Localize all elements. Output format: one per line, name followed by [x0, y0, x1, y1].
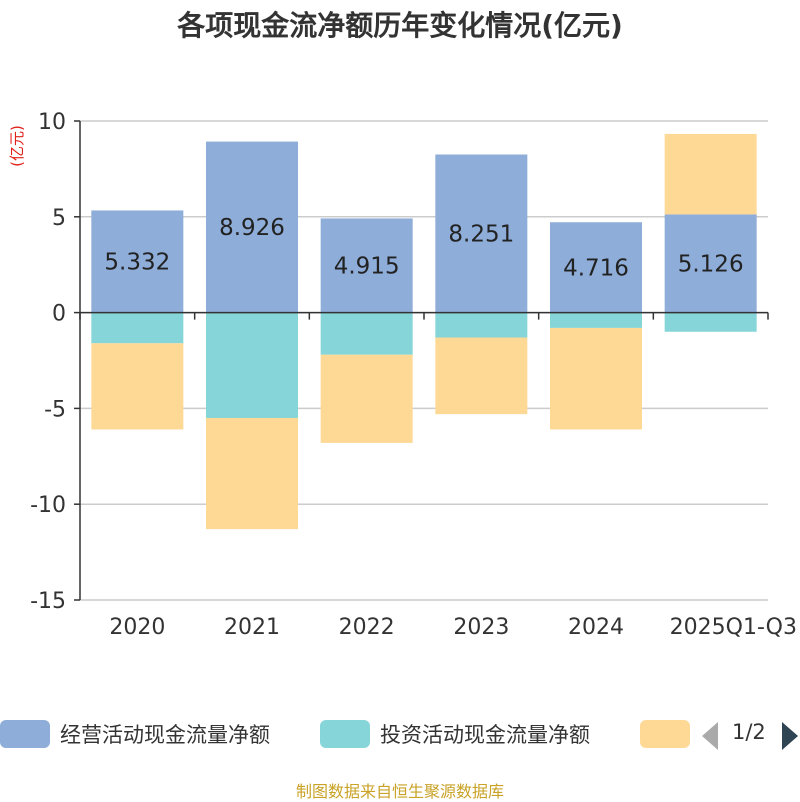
legend: 经营活动现金流量净额 投资活动现金流量净额 1/2	[0, 716, 800, 756]
bar-investing[interactable]	[664, 312, 757, 332]
bar-investing[interactable]	[435, 312, 528, 338]
legend-page-indicator: 1/2	[732, 720, 766, 744]
bar-investing[interactable]	[91, 312, 184, 344]
x-tick-label: 2020	[109, 615, 165, 640]
bar-operating[interactable]	[435, 154, 528, 313]
data-source-note: 制图数据来自恒生聚源数据库	[295, 782, 504, 801]
legend-item-financing[interactable]	[640, 716, 700, 752]
y-tick-label: -5	[44, 397, 66, 422]
bar-financing[interactable]	[435, 337, 528, 415]
x-tick-label: 2024	[568, 615, 624, 640]
bar-value-label: 8.251	[448, 222, 514, 248]
bar-investing[interactable]	[320, 312, 413, 355]
bar-investing[interactable]	[550, 312, 642, 328]
legend-label-investing: 投资活动现金流量净额	[380, 723, 590, 747]
y-axis-label: (亿元)	[8, 125, 26, 167]
x-tick-label: 2021	[224, 615, 280, 640]
legend-label-operating: 经营活动现金流量净额	[60, 723, 270, 747]
bar-financing[interactable]	[206, 417, 298, 530]
axes: 10 5 0 -5 -10 -15 2020 2021 2022 2023 2024 2025Q1-Q…	[30, 110, 797, 640]
legend-pager: 1/2	[702, 718, 800, 754]
legend-swatch-operating	[0, 720, 50, 748]
legend-swatch-financing	[640, 720, 690, 748]
bar-investing[interactable]	[206, 312, 298, 418]
bar-operating[interactable]	[91, 210, 184, 313]
bar-value-label: 5.126	[678, 251, 744, 277]
legend-next-icon[interactable]	[782, 722, 798, 750]
y-tick-label: 0	[52, 302, 66, 327]
bar-financing[interactable]	[664, 133, 757, 215]
data-labels: 5.332 8.926 4.915 8.251 4.716 5.126	[104, 215, 743, 281]
bar-financing[interactable]	[91, 343, 184, 430]
legend-item-investing[interactable]: 投资活动现金流量净额	[320, 716, 590, 752]
bar-value-label: 4.716	[563, 255, 629, 281]
chart-title: 各项现金流净额历年变化情况(亿元)	[177, 9, 623, 42]
bar-operating[interactable]	[320, 218, 413, 313]
y-tick-label: 10	[38, 110, 66, 135]
bar-value-label: 4.915	[334, 254, 400, 280]
bar-financing[interactable]	[320, 354, 413, 443]
legend-prev-icon[interactable]	[702, 722, 718, 750]
legend-swatch-investing	[320, 720, 370, 748]
bar-financing[interactable]	[550, 327, 642, 430]
x-tick-label: 2025Q1-Q3	[670, 615, 797, 640]
y-tick-label: -15	[30, 589, 66, 614]
x-tick-label: 2023	[453, 615, 509, 640]
bar-operating[interactable]	[206, 141, 298, 313]
legend-item-operating[interactable]: 经营活动现金流量净额	[0, 716, 270, 752]
y-tick-label: -10	[30, 493, 66, 518]
bar-value-label: 5.332	[104, 250, 170, 276]
bar-value-label: 8.926	[219, 215, 285, 241]
bars	[91, 133, 757, 530]
bar-operating[interactable]	[664, 214, 757, 313]
bar-operating[interactable]	[550, 222, 642, 313]
y-tick-label: 5	[52, 206, 66, 231]
x-tick-label: 2022	[339, 615, 395, 640]
